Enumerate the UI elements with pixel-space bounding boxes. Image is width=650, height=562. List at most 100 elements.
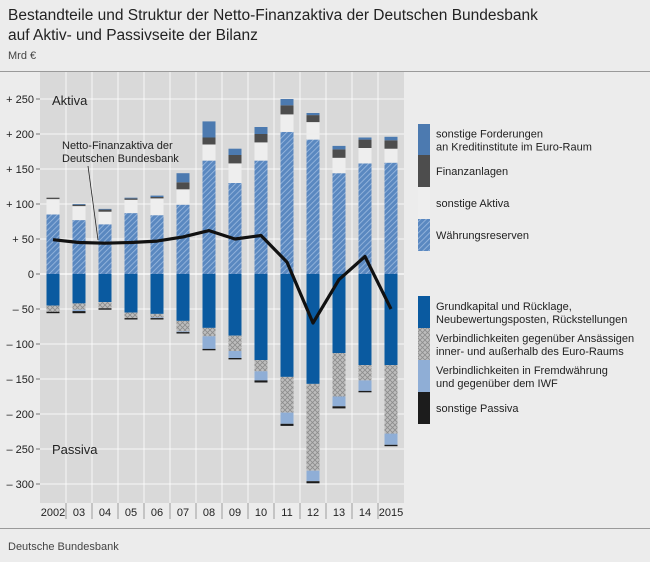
- legend-swatch-fremdwaehrung: [418, 360, 430, 392]
- bar-asset-waehrungsreserven: [228, 183, 242, 274]
- x-tick-label: 05: [125, 507, 137, 519]
- bar-asset-finanzanlagen: [150, 197, 164, 199]
- bar-liability-verbindlichkeiten_ansaessige: [254, 360, 268, 372]
- y-tick-label: + 200: [6, 129, 34, 141]
- y-tick-label: – 300: [6, 479, 34, 491]
- bar-liability-sonstige_passiva: [228, 358, 242, 360]
- bar-asset-finanzanlagen: [280, 105, 294, 115]
- y-tick-label: – 200: [6, 409, 34, 421]
- bar-asset-finanzanlagen: [332, 149, 346, 158]
- bar-asset-sonstige_forderungen: [332, 145, 346, 150]
- bar-asset-sonstige_forderungen: [124, 197, 138, 199]
- bar-liability-sonstige_passiva: [202, 348, 216, 351]
- bar-asset-sonstige_aktiva: [254, 142, 268, 161]
- bar-liability-verbindlichkeiten_ansaessige: [306, 383, 320, 471]
- bar-liability-verbindlichkeiten_ansaessige: [98, 302, 112, 309]
- x-tick-label: 14: [359, 507, 371, 519]
- bar-asset-sonstige_forderungen: [228, 148, 242, 155]
- y-axis: + 250 + 200 + 150 + 100 + 50 0 – 50 – 100 – 150 –…: [6, 94, 40, 491]
- legend-label: Währungsreserven: [436, 230, 529, 242]
- legend-label: Grundkapital und Rücklage,: [436, 301, 572, 313]
- bar-liability-sonstige_passiva: [124, 318, 138, 320]
- chart-title-line2: auf Aktiv- und Passivseite der Bilanz: [8, 27, 258, 44]
- legend-label: Neubewertungsposten, Rückstellungen: [436, 314, 627, 326]
- bar-asset-sonstige_aktiva: [332, 157, 346, 174]
- bar-liability-grundkapital: [46, 274, 60, 306]
- x-axis: 2002 03 04 05 06 07 08 09 10 11 12 13 14 2015: [40, 503, 404, 519]
- bar-liability-grundkapital: [150, 274, 164, 314]
- x-tick-label: 03: [73, 507, 85, 519]
- bar-liability-fremdwaehrung: [228, 351, 242, 358]
- bar-liability-sonstige_passiva: [280, 423, 294, 426]
- bar-liability-grundkapital: [228, 274, 242, 336]
- y-tick-label: + 50: [12, 234, 34, 246]
- bar-liability-fremdwaehrung: [358, 380, 372, 391]
- bar-liability-sonstige_passiva: [332, 406, 346, 409]
- bar-asset-sonstige_forderungen: [98, 208, 112, 210]
- bar-asset-sonstige_forderungen: [176, 173, 190, 183]
- legend-label: inner- und außerhalb des Euro-Raums: [436, 346, 624, 358]
- side-label-passiva: Passiva: [52, 442, 98, 457]
- bar-asset-finanzanlagen: [254, 134, 268, 143]
- bar-liability-fremdwaehrung: [306, 470, 320, 482]
- bar-liability-sonstige_passiva: [176, 332, 190, 334]
- bar-asset-finanzanlagen: [176, 182, 190, 190]
- bar-asset-sonstige_aktiva: [202, 144, 216, 161]
- legend-swatch-sonstige_aktiva: [418, 187, 430, 219]
- bar-asset-sonstige_aktiva: [228, 163, 242, 183]
- bar-asset-sonstige_aktiva: [280, 114, 294, 132]
- y-tick-label: + 150: [6, 164, 34, 176]
- top-rule: [0, 71, 650, 72]
- bar-asset-sonstige_forderungen: [254, 127, 268, 134]
- legend-label: sonstige Forderungen: [436, 129, 543, 141]
- bar-asset-waehrungsreserven: [46, 214, 60, 274]
- bar-asset-waehrungsreserven: [150, 215, 164, 274]
- bar-asset-waehrungsreserven: [280, 131, 294, 274]
- bar-liability-grundkapital: [358, 274, 372, 365]
- bar-liability-grundkapital: [98, 274, 112, 302]
- y-tick-label: + 100: [6, 199, 34, 211]
- bar-liability-fremdwaehrung: [202, 336, 216, 349]
- bar-asset-sonstige_forderungen: [150, 195, 164, 197]
- bar-liability-verbindlichkeiten_ansaessige: [202, 327, 216, 337]
- x-tick-label: 07: [177, 507, 189, 519]
- bar-liability-grundkapital: [280, 274, 294, 377]
- bar-asset-waehrungsreserven: [384, 162, 398, 274]
- bar-asset-sonstige_forderungen: [306, 113, 320, 116]
- legend-swatch-sonstige_passiva: [418, 392, 430, 424]
- bar-liability-grundkapital: [306, 274, 320, 384]
- y-tick-label: + 250: [6, 94, 34, 106]
- line-annotation: Netto-Finanzaktiva der Deutschen Bundesb…: [62, 140, 179, 241]
- bar-asset-waehrungsreserven: [358, 163, 372, 274]
- bar-asset-finanzanlagen: [384, 140, 398, 149]
- bar-liability-verbindlichkeiten_ansaessige: [72, 303, 86, 310]
- x-tick-label: 10: [255, 507, 267, 519]
- bar-liability-verbindlichkeiten_ansaessige: [150, 313, 164, 318]
- bars: [46, 99, 398, 484]
- x-tick-label: 04: [99, 507, 111, 519]
- bar-liability-grundkapital: [254, 274, 268, 361]
- bar-asset-finanzanlagen: [306, 115, 320, 123]
- legend-swatch-waehrungsreserven: [418, 219, 430, 251]
- bar-asset-waehrungsreserven: [98, 224, 112, 274]
- bar-liability-sonstige_passiva: [46, 311, 60, 314]
- bar-asset-waehrungsreserven: [332, 173, 346, 274]
- bar-liability-verbindlichkeiten_ansaessige: [46, 305, 60, 312]
- bar-liability-verbindlichkeiten_ansaessige: [176, 320, 190, 332]
- bar-asset-waehrungsreserven: [72, 220, 86, 274]
- bar-asset-sonstige_aktiva: [384, 148, 398, 163]
- legend-label: sonstige Passiva: [436, 403, 519, 415]
- bar-asset-sonstige_aktiva: [358, 148, 372, 164]
- bar-liability-grundkapital: [202, 274, 216, 328]
- annotation-pointer: [87, 165, 99, 241]
- bar-liability-grundkapital: [124, 274, 138, 313]
- bar-asset-sonstige_aktiva: [46, 199, 60, 215]
- side-label-aktiva: Aktiva: [52, 93, 88, 108]
- bar-liability-fremdwaehrung: [384, 433, 398, 445]
- source-label: Deutsche Bundesbank: [8, 541, 119, 553]
- x-tick-label: 11: [281, 507, 292, 519]
- bar-liability-sonstige_passiva: [150, 318, 164, 320]
